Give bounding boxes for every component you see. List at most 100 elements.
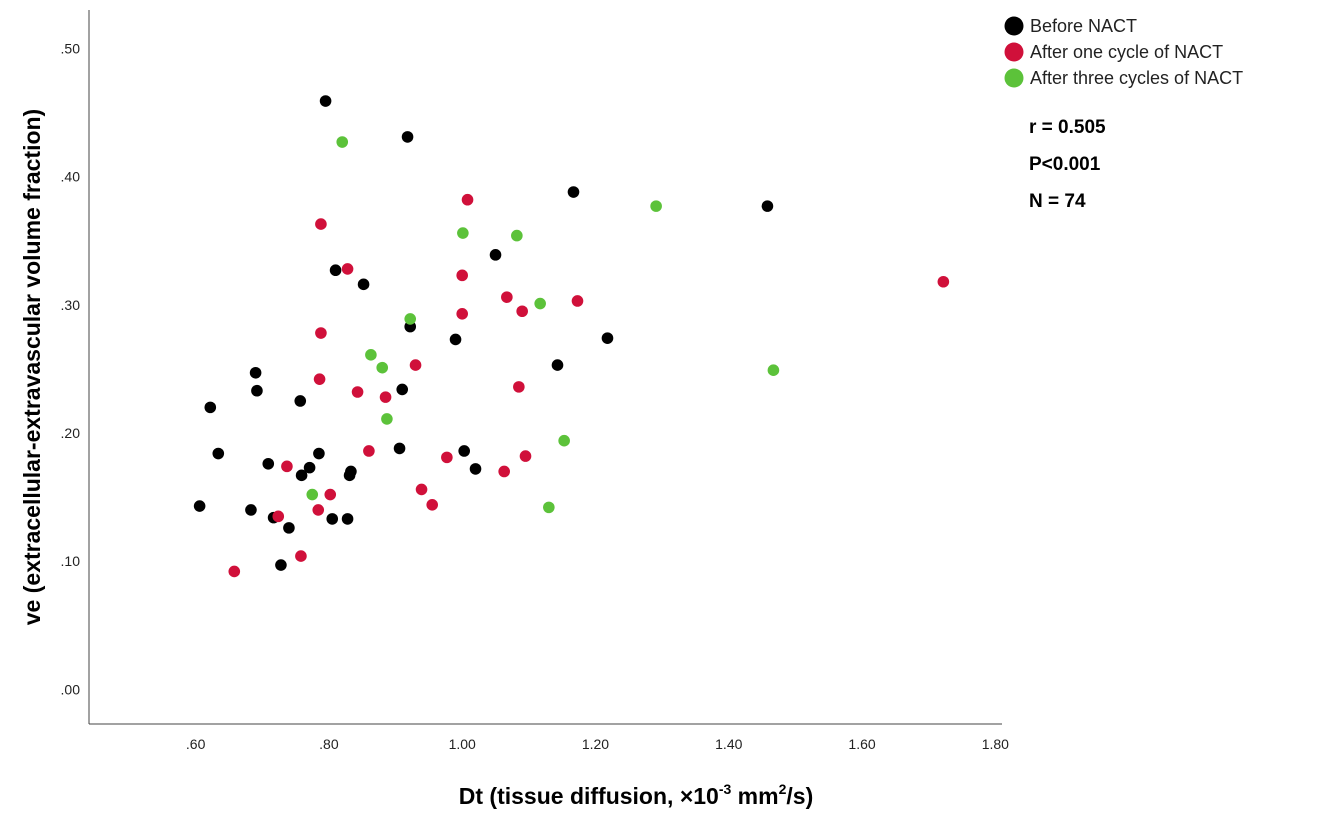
data-point-series-1 xyxy=(396,383,409,396)
data-point-series-1 xyxy=(212,447,225,460)
data-point-series-1 xyxy=(249,366,262,379)
data-point-series-1 xyxy=(326,513,339,525)
data-point-series-1 xyxy=(469,463,482,475)
data-point-series-2 xyxy=(519,450,532,462)
legend: Before NACT After one cycle of NACT After … xyxy=(1004,16,1243,88)
data-point-series-2 xyxy=(351,386,364,398)
data-point-series-1 xyxy=(458,445,470,457)
data-point-series-1 xyxy=(251,384,263,397)
data-point-series-1 xyxy=(449,333,462,346)
legend-marker-2 xyxy=(1004,42,1024,62)
data-point-series-2 xyxy=(513,381,525,393)
data-point-series-2 xyxy=(363,445,375,457)
data-point-series-1 xyxy=(193,500,206,512)
data-point-series-2 xyxy=(456,308,468,320)
data-point-series-1 xyxy=(275,559,287,571)
x-axis-title: Dt (tissue diffusion, ×10-3 mm2/s) xyxy=(459,781,813,809)
legend-label-2: After one cycle of NACT xyxy=(1030,42,1223,62)
data-point-series-1 xyxy=(329,264,342,277)
y-tick-label: .30 xyxy=(61,297,81,313)
data-points xyxy=(193,95,950,578)
data-point-series-2 xyxy=(228,565,241,578)
data-point-series-3 xyxy=(511,229,523,242)
stats-annotations: r = 0.505 P<0.001 N = 74 xyxy=(1029,117,1106,212)
data-point-series-1 xyxy=(313,447,325,460)
y-tick-label: .10 xyxy=(61,553,81,569)
data-point-series-3 xyxy=(381,413,393,425)
x-axis-title-exponent: -3 xyxy=(719,781,732,797)
data-point-series-1 xyxy=(303,461,316,474)
data-point-series-1 xyxy=(245,504,257,516)
data-point-series-2 xyxy=(313,373,326,385)
axes xyxy=(88,10,1002,725)
data-point-series-1 xyxy=(357,278,370,291)
y-ticks: .00 .10 .20 .30 .40 .50 xyxy=(61,40,81,697)
data-point-series-3 xyxy=(767,364,780,377)
data-point-series-3 xyxy=(306,488,319,501)
data-point-series-1 xyxy=(761,200,774,212)
data-point-series-1 xyxy=(489,249,502,261)
x-axis-title-main: Dt (tissue diffusion, ×10 xyxy=(459,783,719,809)
data-point-series-1 xyxy=(204,401,217,414)
x-axis-title-unit-exponent: 2 xyxy=(779,781,787,797)
x-tick-label: 1.60 xyxy=(848,736,875,752)
data-point-series-2 xyxy=(312,504,325,516)
data-point-series-1 xyxy=(601,332,614,344)
x-axis-title-unit: mm xyxy=(731,783,778,809)
data-point-series-2 xyxy=(341,263,354,275)
x-axis-title-suffix: /s) xyxy=(786,783,813,809)
x-tick-label: .60 xyxy=(186,736,206,752)
y-tick-label: .00 xyxy=(61,681,81,697)
data-point-series-2 xyxy=(281,460,293,473)
data-point-series-1 xyxy=(551,359,564,371)
legend-label-1: Before NACT xyxy=(1030,16,1137,36)
data-point-series-2 xyxy=(456,269,468,282)
legend-label-3: After three cycles of NACT xyxy=(1030,68,1243,88)
x-tick-label: 1.20 xyxy=(582,736,609,752)
data-point-series-1 xyxy=(283,522,295,534)
y-axis-title: ve (extracellular-extravascular volume f… xyxy=(19,109,45,625)
data-point-series-2 xyxy=(295,550,307,562)
data-point-series-1 xyxy=(567,186,580,198)
data-point-series-1 xyxy=(343,469,356,482)
x-tick-label: .80 xyxy=(319,736,339,752)
data-point-series-2 xyxy=(379,391,392,403)
data-point-series-2 xyxy=(441,451,453,464)
data-point-series-2 xyxy=(498,465,510,478)
stat-p: P<0.001 xyxy=(1029,154,1101,175)
data-point-series-2 xyxy=(272,510,285,523)
data-point-series-3 xyxy=(558,434,570,447)
data-point-series-2 xyxy=(409,359,422,371)
x-tick-label: 1.80 xyxy=(982,736,1009,752)
data-point-series-3 xyxy=(650,200,662,212)
data-point-series-2 xyxy=(324,488,337,501)
data-point-series-1 xyxy=(295,469,308,482)
data-point-series-2 xyxy=(315,218,327,230)
data-point-series-3 xyxy=(404,313,417,325)
data-point-series-1 xyxy=(341,513,354,525)
legend-marker-1 xyxy=(1004,16,1024,36)
y-tick-label: .50 xyxy=(61,40,81,56)
x-tick-label: 1.40 xyxy=(715,736,742,752)
data-point-series-2 xyxy=(461,193,474,206)
y-tick-label: .20 xyxy=(61,425,81,441)
data-point-series-1 xyxy=(262,457,275,470)
data-point-series-1 xyxy=(393,442,406,455)
data-point-series-3 xyxy=(457,227,469,239)
data-point-series-3 xyxy=(543,501,555,514)
data-point-series-2 xyxy=(415,483,428,496)
data-point-series-2 xyxy=(516,305,528,318)
stat-n: N = 74 xyxy=(1029,191,1086,212)
data-point-series-3 xyxy=(365,349,377,361)
data-point-series-2 xyxy=(426,499,439,511)
data-point-series-2 xyxy=(937,275,950,288)
data-point-series-1 xyxy=(294,395,307,407)
data-point-series-1 xyxy=(401,131,414,143)
data-point-series-1 xyxy=(319,95,332,107)
stat-r: r = 0.505 xyxy=(1029,117,1106,138)
data-point-series-2 xyxy=(501,291,513,303)
data-point-series-2 xyxy=(571,295,584,307)
x-ticks: .60 .80 1.00 1.20 1.40 1.60 1.80 xyxy=(186,736,1009,752)
legend-marker-3 xyxy=(1004,68,1024,88)
